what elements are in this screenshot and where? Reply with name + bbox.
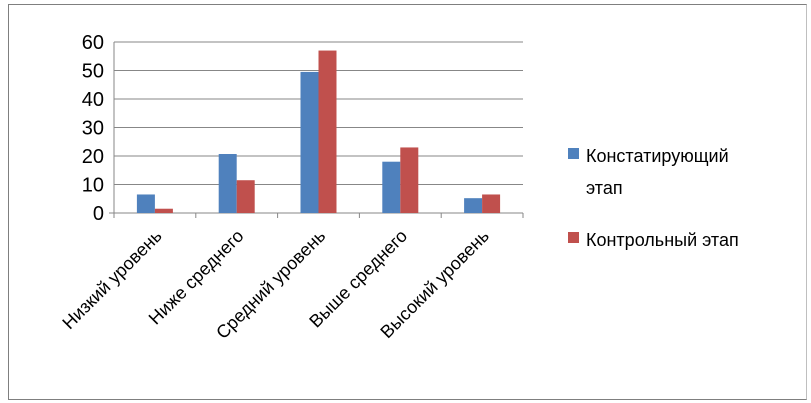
legend-label-series-1-line-2: этап [586,178,623,198]
bar-series-1 [136,194,155,213]
y-tick-label: 40 [82,89,104,111]
legend-label-series-2: Контрольный этап [586,230,739,250]
bar-series-1 [218,154,237,213]
bar-series-2 [154,208,173,213]
y-tick-label: 50 [82,61,104,83]
bar-series-1 [300,71,319,213]
legend-label-series-1-line-1: Констатирующий [586,146,729,166]
legend-swatch-series-2 [568,232,579,243]
y-tick-label: 0 [93,203,104,225]
bar-series-2 [236,180,255,213]
y-tick-labels: 0 10 20 30 40 50 60 [82,32,104,225]
bars [136,50,501,213]
legend-swatch-series-1 [568,148,579,159]
bar-series-1 [464,198,483,213]
y-tick-label: 20 [82,146,104,168]
gridlines [114,41,523,185]
y-tick-label: 30 [82,118,104,140]
chart-frame [8,4,807,400]
legend: Констатирующий этап Контрольный этап [568,146,739,250]
bar-series-2 [482,194,501,213]
bar-series-1 [382,161,401,213]
bar-series-2 [400,147,419,213]
y-tick-label: 60 [82,32,104,54]
bar-series-2 [318,50,337,213]
y-tick-label: 10 [82,175,104,197]
